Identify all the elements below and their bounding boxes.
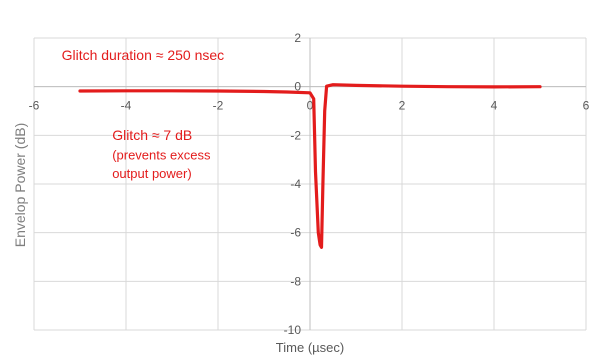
y-tick-label: -10: [284, 323, 302, 337]
series-line: [78, 83, 542, 249]
x-tick-label: 4: [491, 99, 498, 113]
y-tick-labels: 2 0 -2 -4 -6 -8 -10: [284, 31, 302, 337]
x-axis-title: Time (µsec): [276, 340, 344, 355]
series-layer: [78, 83, 542, 249]
annotation-text: (prevents excess: [112, 148, 211, 163]
y-tick-label: -8: [290, 274, 301, 288]
x-tick-label: 2: [399, 99, 406, 113]
y-axis-title: Envelop Power (dB): [12, 123, 28, 248]
annotation-text: Glitch ≈ 7 dB: [112, 127, 192, 143]
annotation-text: output power): [112, 166, 192, 181]
y-tick-label: -4: [290, 177, 301, 191]
x-tick-label: -4: [121, 99, 132, 113]
y-tick-label: 2: [294, 31, 301, 45]
x-tick-label: 6: [583, 99, 590, 113]
x-tick-label: -6: [29, 99, 40, 113]
y-tick-label: 0: [294, 80, 301, 94]
x-tick-labels: -6 -4 -2 0 2 4 6: [29, 99, 590, 113]
annotations: Glitch duration ≈ 250 nsec Glitch ≈ 7 dB (…: [62, 47, 225, 181]
y-tick-label: -2: [290, 128, 301, 142]
annotation-text: Glitch duration ≈ 250 nsec: [62, 47, 225, 63]
x-tick-label: -2: [213, 99, 224, 113]
y-tick-label: -6: [290, 226, 301, 240]
x-tick-label: 0: [307, 99, 314, 113]
